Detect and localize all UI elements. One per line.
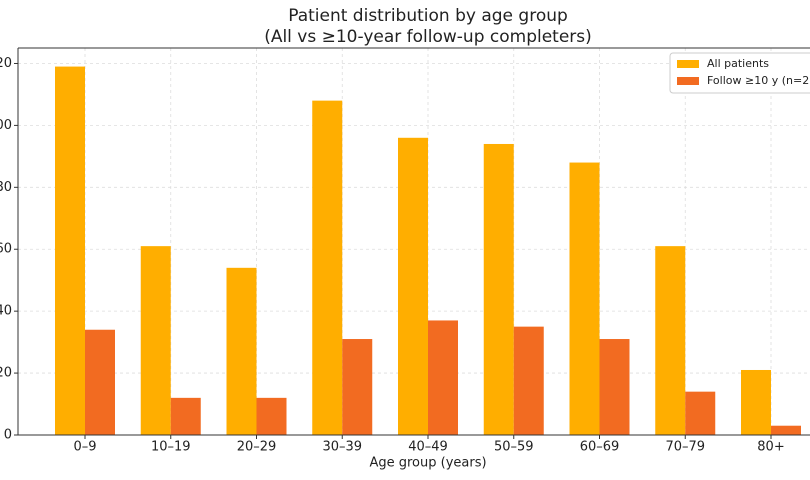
x-tick-label: 30–39 (322, 440, 362, 455)
legend-label: All patients (707, 57, 769, 70)
y-tick-label: 100 (0, 118, 12, 133)
legend-swatch (677, 77, 699, 85)
legend-swatch (677, 60, 699, 68)
legend: All patients Follow ≥10 y (n=2 (669, 52, 810, 94)
bar (342, 339, 373, 435)
bar (398, 137, 428, 435)
bar (140, 246, 171, 435)
legend-box (669, 52, 810, 94)
bar (685, 391, 716, 435)
y-tick-label: 120 (0, 56, 12, 71)
x-tick-label: 60–69 (580, 440, 620, 455)
chart-subtitle: (All vs ≥10-year follow-up completers) (264, 27, 592, 47)
y-tick-label: 40 (0, 304, 12, 319)
bar (569, 162, 600, 435)
bar (312, 100, 343, 435)
bar (655, 246, 686, 435)
x-tick-label: 10–19 (151, 440, 191, 455)
bar (771, 425, 801, 435)
x-tick-label: 80+ (757, 440, 784, 455)
x-tick-label: 70–79 (665, 440, 705, 455)
bar (483, 143, 514, 435)
y-tick-label: 60 (0, 242, 12, 257)
bar (513, 326, 544, 435)
x-tick-label: 20–29 (237, 440, 277, 455)
y-tick-label: 20 (0, 366, 12, 381)
y-tick-label: 0 (4, 428, 12, 443)
bar (428, 320, 458, 435)
bar (55, 66, 85, 436)
bar (85, 329, 115, 435)
bar (226, 267, 257, 435)
x-tick-label: 50–59 (494, 440, 534, 455)
bar (256, 397, 287, 435)
x-tick-label: 0–9 (73, 440, 96, 455)
bar (741, 369, 771, 435)
x-tick-label: 40–49 (408, 440, 448, 455)
legend-label: Follow ≥10 y (n=2 (707, 74, 809, 87)
bar (599, 339, 630, 435)
x-axis-label: Age group (years) (369, 456, 486, 471)
chart-title: Patient distribution by age group (288, 6, 568, 26)
bar (170, 397, 201, 435)
y-tick-label: 80 (0, 180, 12, 195)
